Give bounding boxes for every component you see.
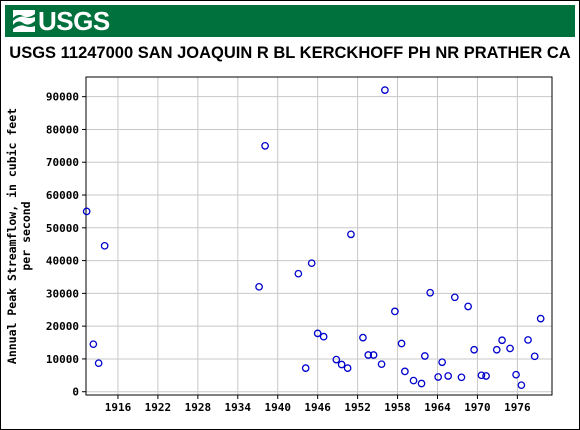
data-point — [313, 329, 322, 338]
x-tick-label: 1940 — [264, 401, 291, 414]
x-tick-label: 1922 — [145, 401, 172, 414]
data-point — [426, 288, 435, 297]
y-tick-label: 80000 — [46, 123, 79, 136]
data-point — [100, 241, 109, 250]
data-point — [512, 370, 520, 379]
data-point — [89, 340, 98, 349]
data-point — [470, 345, 478, 354]
data-points — [82, 86, 545, 390]
data-point — [434, 373, 443, 381]
y-tick-label: 50000 — [46, 222, 79, 235]
data-point — [506, 344, 514, 353]
data-point — [477, 371, 486, 380]
y-tick-label: 60000 — [46, 189, 79, 202]
data-point — [498, 336, 506, 345]
data-point — [332, 355, 341, 364]
data-point — [530, 352, 539, 361]
data-point — [82, 207, 91, 216]
y-axis-label: Annual Peak Streamflow, in cubic feet pe… — [5, 108, 33, 364]
data-point — [492, 345, 501, 354]
data-point — [261, 141, 269, 150]
x-tick-label: 1934 — [225, 401, 252, 414]
y-axis-label-line-2: per second — [19, 201, 33, 270]
plot-area — [85, 76, 553, 396]
usgs-wave-icon — [13, 10, 35, 32]
y-tick-label: 0 — [72, 386, 79, 399]
usgs-logo[interactable]: USGS — [12, 7, 110, 35]
data-point — [255, 282, 263, 291]
x-axis: 1916 1922 1928 1934 1940 1946 1952 1958 1964 1970… — [105, 395, 531, 414]
y-tick-label: 20000 — [46, 320, 79, 333]
data-point — [294, 269, 303, 278]
data-point — [94, 359, 103, 368]
data-point — [397, 339, 406, 348]
x-tick-label: 1916 — [105, 401, 132, 414]
x-tick-label: 1928 — [185, 401, 212, 414]
data-point — [301, 364, 310, 372]
usgs-logo-text: USGS — [38, 6, 110, 36]
data-point — [359, 333, 367, 342]
chart-title: USGS 11247000 SAN JOAQUIN R BL KERCKHOFF… — [9, 44, 571, 62]
data-point — [391, 307, 399, 316]
data-point — [438, 358, 447, 367]
data-point — [343, 364, 352, 372]
data-point — [347, 230, 355, 239]
x-tick-label: 1970 — [464, 401, 491, 414]
y-axis: 0 10000 20000 30000 40000 50000 60000 70000 8000… — [46, 91, 86, 399]
y-tick-label: 70000 — [46, 156, 79, 169]
data-point — [450, 293, 459, 302]
data-point — [536, 314, 545, 323]
data-point — [482, 372, 490, 380]
data-point — [444, 372, 452, 380]
data-point — [401, 367, 409, 376]
grid-layer — [86, 77, 552, 395]
y-tick-label: 40000 — [46, 255, 79, 268]
x-tick-label: 1952 — [344, 401, 371, 414]
x-tick-label: 1976 — [504, 401, 531, 414]
y-tick-label: 10000 — [46, 353, 79, 366]
y-tick-label: 30000 — [46, 287, 79, 300]
data-point — [524, 336, 532, 344]
data-point — [409, 376, 418, 385]
data-point — [319, 332, 328, 341]
usgs-banner: USGS — [5, 5, 575, 37]
data-point — [369, 351, 378, 359]
data-point — [420, 352, 429, 360]
x-tick-label: 1964 — [424, 401, 451, 414]
data-point — [517, 381, 526, 390]
data-point — [307, 259, 316, 268]
data-point — [417, 379, 426, 388]
data-point — [364, 351, 373, 359]
data-point — [457, 373, 466, 382]
x-tick-label: 1958 — [384, 401, 411, 414]
data-point — [377, 360, 386, 369]
data-point — [381, 86, 389, 94]
y-axis-label-line-1: Annual Peak Streamflow, in cubic feet — [5, 108, 19, 364]
x-tick-label: 1946 — [304, 401, 331, 414]
y-tick-label: 90000 — [46, 91, 79, 104]
data-point — [337, 360, 346, 369]
data-point — [464, 302, 472, 311]
